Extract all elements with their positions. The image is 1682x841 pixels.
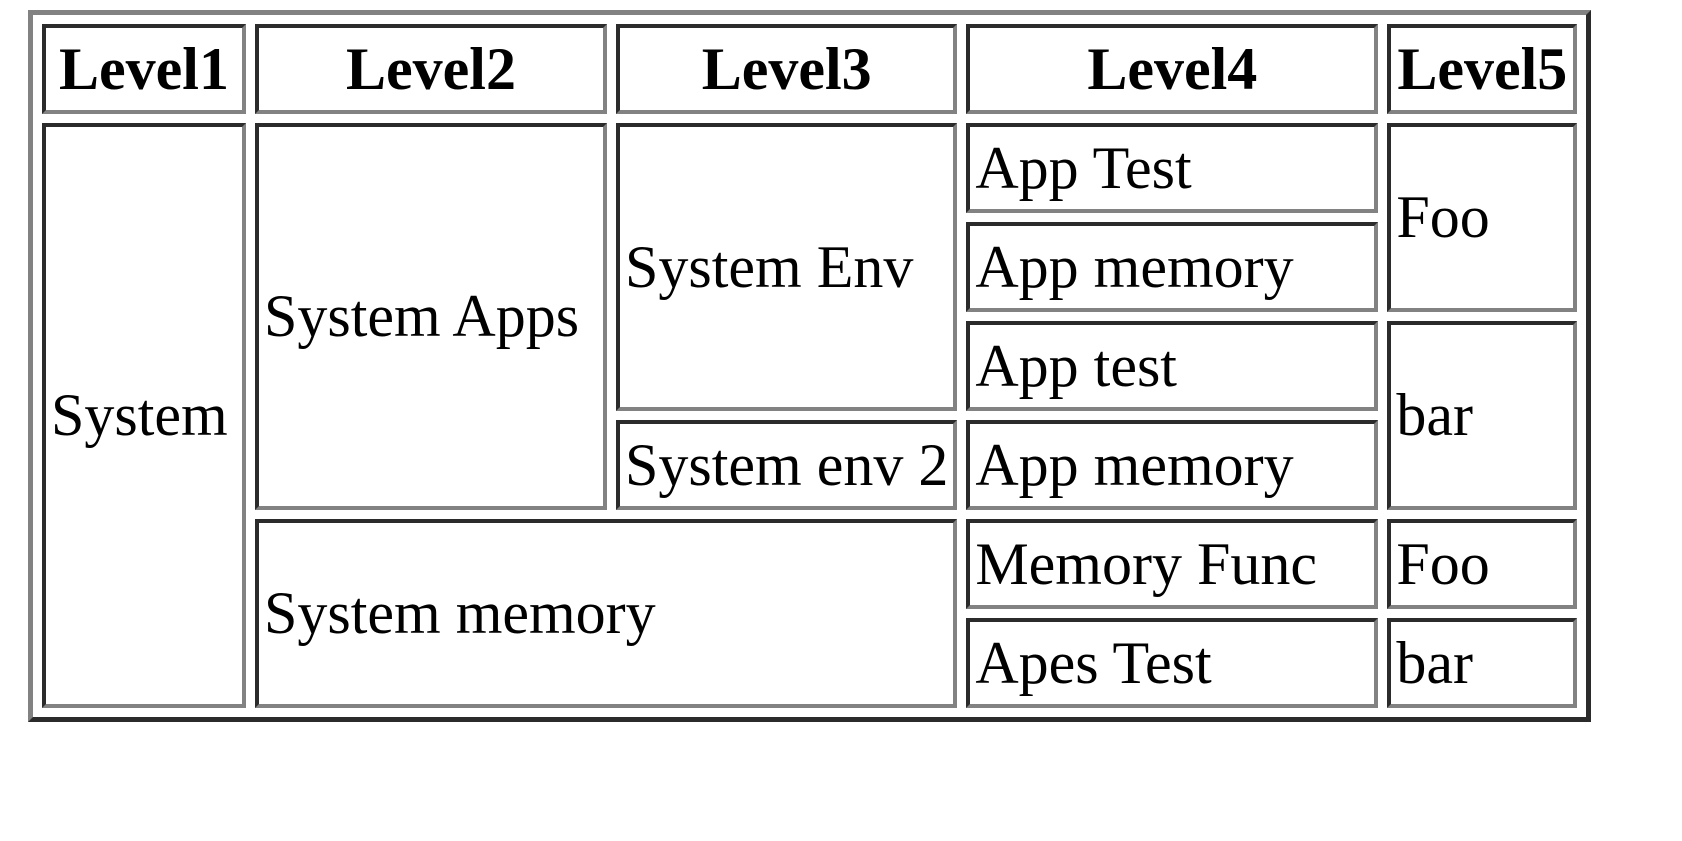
header-level4: Level4 (966, 24, 1379, 114)
table-row-2: App memory (42, 222, 1577, 312)
table-row-6: Apes Test bar (42, 618, 1578, 708)
cell-app-test-1: App Test (966, 123, 1379, 213)
table-row-5: System memory Memory Func Foo (42, 519, 1578, 708)
header-level5: Level5 (1387, 24, 1578, 114)
levels-table: Level1 Level2 Level3 Level4 Level5 Syste… (28, 10, 1592, 722)
cell-foo-2: Foo (1387, 519, 1578, 609)
cell-app-memory-2: App memory (966, 420, 1379, 510)
cell-bar-2: bar (1387, 618, 1578, 708)
cell-system: System (42, 123, 246, 708)
cell-system-memory: System memory (255, 519, 958, 708)
header-row: Level1 Level2 Level3 Level4 Level5 (42, 24, 1578, 114)
table-row-1: System System Apps System Env App Test F… (42, 123, 1578, 708)
cell-memory-func: Memory Func (966, 519, 1379, 609)
table-row-3: App test bar (42, 321, 1578, 510)
cell-app-memory-1: App memory (966, 222, 1379, 312)
cell-foo-1: Foo (1387, 123, 1578, 312)
header-level2: Level2 (255, 24, 607, 114)
header-level3: Level3 (616, 24, 958, 114)
cell-apes-test: Apes Test (966, 618, 1379, 708)
cell-app-test-2: App test (966, 321, 1379, 411)
cell-bar-1: bar (1387, 321, 1578, 510)
header-level1: Level1 (42, 24, 246, 114)
cell-system-apps: System Apps (255, 123, 607, 510)
table-row-4: System env 2 App memory (42, 420, 1577, 510)
cell-system-env: System Env (616, 123, 958, 411)
cell-system-env-2: System env 2 (616, 420, 958, 510)
